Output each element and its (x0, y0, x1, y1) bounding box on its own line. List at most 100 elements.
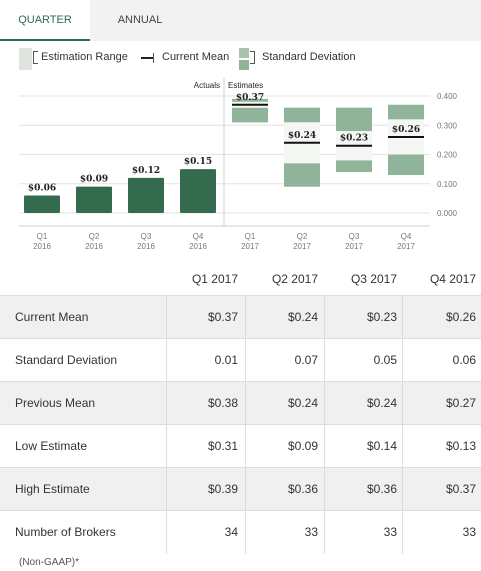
legend-estimation-range: Estimation Range (19, 48, 139, 72)
column-divider (245, 425, 246, 468)
sd-band-lower (284, 163, 320, 187)
earnings-estimate-chart: 0.000 0.100 0.200 0.300 0.400 Actuals Estimate… (19, 78, 458, 251)
table-cell: $0.26 (445, 310, 476, 324)
row-label: Low Estimate (15, 439, 88, 453)
column-divider (245, 296, 246, 339)
table-cell: $0.36 (287, 482, 318, 496)
estimate-mean-label: $0.26 (392, 125, 420, 135)
table-cell: $0.27 (445, 396, 476, 410)
actual-value-label: $0.09 (80, 175, 108, 185)
x-tick-year: 2017 (397, 242, 415, 251)
actual-value-label: $0.12 (132, 166, 160, 176)
table-row: Number of Brokers 34 33 33 33 (0, 510, 481, 554)
table-row: Standard Deviation 0.01 0.07 0.05 0.06 (0, 338, 481, 382)
table-row: High Estimate $0.39 $0.36 $0.36 $0.37 (0, 467, 481, 511)
column-divider (402, 511, 403, 554)
bracket-icon (33, 51, 38, 64)
sd-swatch-lower (239, 60, 249, 70)
actuals-label: Actuals (194, 81, 220, 90)
table-cell: $0.38 (207, 396, 238, 410)
x-tick-year: 2016 (33, 242, 51, 251)
column-divider (402, 468, 403, 511)
x-tick-quarter: Q1 (245, 232, 256, 241)
x-tick-quarter: Q4 (401, 232, 412, 241)
actual-bar (76, 186, 112, 213)
table-cell: $0.14 (366, 439, 397, 453)
x-tick-year: 2017 (241, 242, 259, 251)
table-cell: 0.01 (214, 353, 238, 367)
column-divider (402, 425, 403, 468)
estimate-mean-label: $0.24 (288, 131, 316, 141)
sd-band-upper (336, 107, 372, 132)
column-divider (245, 511, 246, 554)
estimate-mean-label: $0.37 (236, 93, 264, 103)
table-cell: $0.39 (207, 482, 238, 496)
table-cell: $0.09 (287, 439, 318, 453)
sd-swatch-upper (239, 48, 249, 58)
legend-current-mean: Current Mean (141, 48, 233, 72)
mean-line-swatch (141, 57, 153, 59)
table-cell: $0.13 (445, 439, 476, 453)
y-tick-label: 0.400 (437, 92, 458, 101)
row-label: Current Mean (15, 310, 89, 324)
table-header: Q1 2017 Q2 2017 Q3 2017 Q4 2017 (0, 263, 481, 295)
column-header: Q1 2017 (191, 272, 238, 286)
table-cell: 0.07 (294, 353, 318, 367)
estimation-range-swatch (19, 48, 32, 70)
column-divider (324, 425, 325, 468)
sd-band-upper (388, 104, 424, 120)
bracket-icon (250, 51, 255, 64)
column-divider (324, 339, 325, 382)
column-divider (324, 468, 325, 511)
table-row: Low Estimate $0.31 $0.09 $0.14 $0.13 (0, 424, 481, 468)
x-tick-quarter: Q2 (297, 232, 308, 241)
column-divider (166, 339, 167, 382)
column-divider (166, 382, 167, 425)
x-tick-quarter: Q2 (89, 232, 100, 241)
row-label: Standard Deviation (15, 353, 118, 367)
sd-band-upper (232, 98, 268, 102)
column-header: Q3 2017 (350, 272, 397, 286)
actual-bar (180, 169, 216, 213)
table-cell: $0.37 (207, 310, 238, 324)
table-cell: 0.05 (373, 353, 397, 367)
table-row: Previous Mean $0.38 $0.24 $0.24 $0.27 (0, 381, 481, 425)
bracket-icon (153, 53, 157, 63)
column-divider (166, 468, 167, 511)
table-cell: $0.24 (287, 310, 318, 324)
table-cell: 33 (462, 525, 476, 539)
y-tick-label: 0.000 (437, 209, 458, 218)
x-tick-year: 2017 (293, 242, 311, 251)
column-divider (402, 296, 403, 339)
x-tick-quarter: Q4 (193, 232, 204, 241)
column-divider (324, 511, 325, 554)
column-divider (245, 468, 246, 511)
column-divider (166, 425, 167, 468)
actual-value-label: $0.15 (184, 157, 212, 167)
x-tick-year: 2016 (137, 242, 155, 251)
x-tick-year: 2016 (85, 242, 103, 251)
table-cell: 33 (304, 525, 318, 539)
table-cell: 33 (383, 525, 397, 539)
row-label: High Estimate (15, 482, 90, 496)
tab-annual[interactable]: ANNUAL (117, 14, 163, 26)
column-header: Q4 2017 (429, 272, 476, 286)
column-divider (402, 382, 403, 425)
column-divider (324, 296, 325, 339)
sd-band-lower (388, 154, 424, 175)
table-row: Current Mean $0.37 $0.24 $0.23 $0.26 (0, 295, 481, 339)
tab-quarter[interactable]: QUARTER (0, 0, 90, 41)
row-label: Previous Mean (15, 396, 96, 410)
y-tick-label: 0.100 (437, 180, 458, 189)
x-tick-quarter: Q3 (141, 232, 152, 241)
legend-mean-label: Current Mean (162, 51, 230, 63)
sd-band-upper (284, 107, 320, 123)
column-divider (166, 296, 167, 339)
table-cell: $0.24 (287, 396, 318, 410)
table-cell: $0.31 (207, 439, 238, 453)
actual-value-label: $0.06 (28, 183, 56, 193)
column-divider (245, 339, 246, 382)
non-gaap-footnote: (Non-GAAP)* (19, 557, 80, 568)
x-tick-quarter: Q1 (37, 232, 48, 241)
table-cell: $0.24 (366, 396, 397, 410)
